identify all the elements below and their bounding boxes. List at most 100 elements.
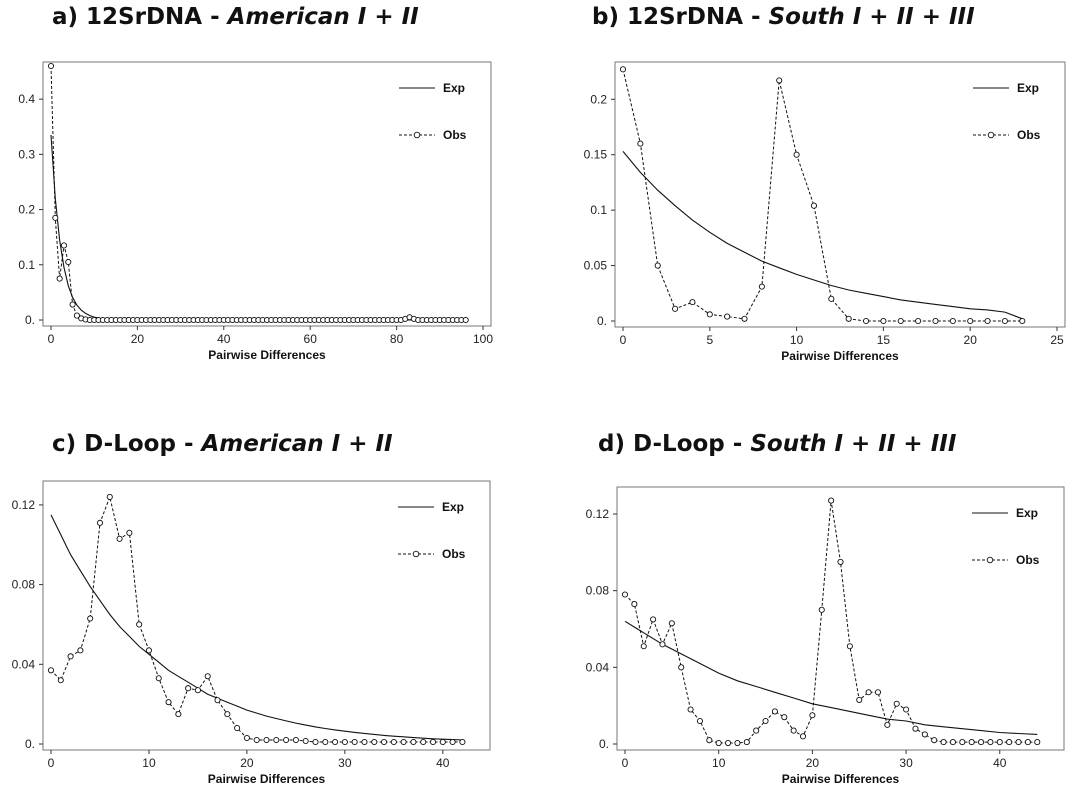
x-tick-label: 10 (790, 333, 804, 347)
series-obs-point (659, 641, 666, 648)
series-obs-point (753, 727, 760, 734)
x-tick-label: 40 (993, 756, 1007, 770)
series-obs-point (194, 687, 201, 694)
y-tick-label: 0.1 (590, 203, 607, 217)
series-obs-point (621, 591, 629, 598)
y-tick-label: 0. (25, 737, 35, 751)
series-obs-point (631, 601, 638, 608)
series-obs-point (672, 305, 679, 312)
series-obs-point (56, 275, 63, 282)
series-obs-point (984, 317, 991, 325)
legend-obs-label: Obs (1017, 128, 1041, 142)
x-tick-label: 20 (131, 332, 145, 346)
series-obs-point (57, 677, 64, 684)
series-obs-point (828, 497, 835, 504)
chart-title-c-italic: American I + II (201, 431, 393, 457)
chart-panel-a: a) 12SrDNA - American I + II 0 20 40 60 80 10… (0, 0, 534, 399)
series-obs-point (155, 675, 162, 682)
series-obs-point (322, 738, 329, 746)
series-obs-point (903, 706, 910, 713)
series-obs-point (1015, 739, 1022, 746)
series-exp-line (622, 151, 1023, 320)
x-tick-label: 100 (473, 332, 493, 346)
series-exp-line (50, 134, 466, 321)
x-tick-label: 0 (620, 333, 627, 347)
series-obs-point (884, 721, 891, 728)
series-obs-point (856, 696, 863, 703)
x-tick-label: 20 (806, 756, 820, 770)
x-tick-label: 30 (899, 756, 913, 770)
series-exp-line (624, 620, 1038, 735)
series-obs-point (758, 283, 765, 290)
chart-title-d-italic: South I + II + III (750, 431, 957, 457)
series-obs-point (734, 739, 741, 747)
series-obs-point (696, 717, 704, 725)
x-tick-label: 5 (706, 333, 713, 347)
legend-exp-label: Exp (442, 500, 464, 514)
chart-panel-c: c) D-Loop - American I + II 0 10 20 30 40 0. 0… (0, 399, 534, 798)
x-tick-label: 0 (48, 756, 55, 770)
chart-title-c: c) D-Loop - American I + II (52, 431, 393, 457)
series-obs-point (668, 620, 675, 627)
x-tick-label: 20 (964, 333, 978, 347)
y-tick-label: 0. (597, 314, 607, 328)
series-obs-point (459, 738, 466, 746)
series-obs-point (185, 685, 192, 692)
y-tick-label: 0.04 (586, 660, 610, 674)
x-tick-label: 0 (48, 332, 55, 346)
series-obs-point (77, 647, 84, 654)
chart-title-d: d) D-Loop - South I + II + III (598, 431, 956, 457)
series-obs-point (87, 615, 94, 622)
series-obs-point (361, 738, 368, 746)
series-obs-point (762, 717, 769, 725)
series-obs-point (654, 262, 661, 269)
y-tick-label: 0.3 (18, 147, 35, 161)
series-obs-point (165, 699, 172, 706)
series-obs-point (302, 737, 309, 745)
y-tick-label: 0.4 (18, 92, 35, 106)
chart-c: 0 10 20 30 40 0. 0.04 0.08 0.12 Pairwise Differen… (12, 480, 491, 786)
y-tick-label: 0.12 (12, 498, 36, 512)
series-obs-point (619, 66, 627, 73)
series-obs-point (987, 739, 994, 746)
legend-obs-marker (412, 550, 420, 558)
series-obs-point (67, 653, 74, 660)
chart-a: 0 20 40 60 80 100 0. 0.1 0.2 0.3 0.4 Pairwise Diffe… (18, 61, 493, 362)
series-obs-line (50, 495, 463, 743)
series-obs-point (332, 738, 339, 746)
series-obs-line (50, 65, 466, 321)
series-obs-point (862, 317, 870, 325)
x-axis-label: Pairwise Differences (782, 772, 900, 786)
series-obs-point (637, 140, 644, 147)
series-obs-point (776, 77, 783, 84)
y-tick-label: 0. (25, 313, 35, 327)
chart-title-b: b) 12SrDNA - South I + II + III (592, 4, 975, 30)
series-obs-point (224, 711, 231, 718)
series-obs-point (893, 700, 900, 707)
plot-frame (614, 61, 1066, 328)
series-obs-point (977, 739, 985, 746)
series-obs-point (640, 643, 647, 650)
legend-exp-label: Exp (443, 81, 465, 95)
chart-title-c-prefix: c) D-Loop - (52, 431, 202, 457)
series-obs-point (380, 738, 388, 746)
series-obs-point (921, 731, 928, 738)
series-obs-point (781, 714, 788, 721)
legend-obs-marker (413, 131, 421, 139)
series-obs-point (967, 317, 974, 325)
series-obs-point (874, 689, 882, 696)
chart-b: 0 5 10 15 20 25 0. 0.05 0.1 0.15 0.2 Pairwise Diffe… (584, 61, 1066, 363)
series-obs-point (273, 736, 280, 744)
series-obs-point (880, 317, 887, 325)
y-tick-label: 0.15 (584, 148, 608, 162)
series-obs-point (410, 738, 417, 746)
y-tick-label: 0.08 (586, 584, 610, 598)
series-obs-point (126, 529, 133, 536)
chart-title-d-prefix: d) D-Loop - (598, 431, 751, 457)
series-obs-point (949, 739, 956, 746)
series-obs-point (341, 738, 348, 746)
series-obs-point (390, 738, 397, 746)
series-obs-point (845, 315, 852, 322)
chart-title-a-prefix: a) 12SrDNA - (52, 4, 228, 30)
series-obs-point (771, 708, 778, 715)
